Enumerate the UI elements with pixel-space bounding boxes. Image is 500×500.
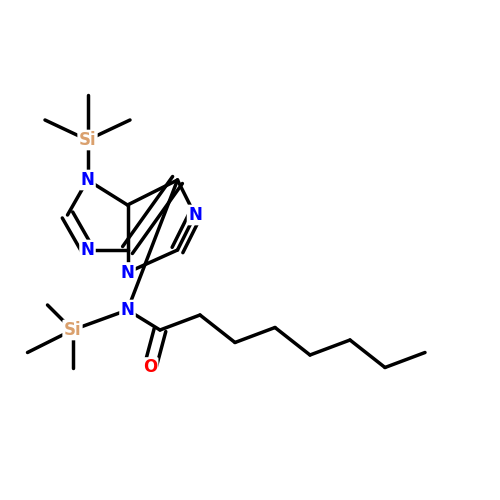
Text: O: O [143,358,157,376]
Text: N: N [80,171,94,189]
Text: N: N [80,241,94,259]
Text: N: N [120,301,134,319]
Text: N: N [188,206,202,224]
Text: Si: Si [78,131,96,149]
Text: Si: Si [64,321,82,339]
Text: N: N [120,264,134,281]
